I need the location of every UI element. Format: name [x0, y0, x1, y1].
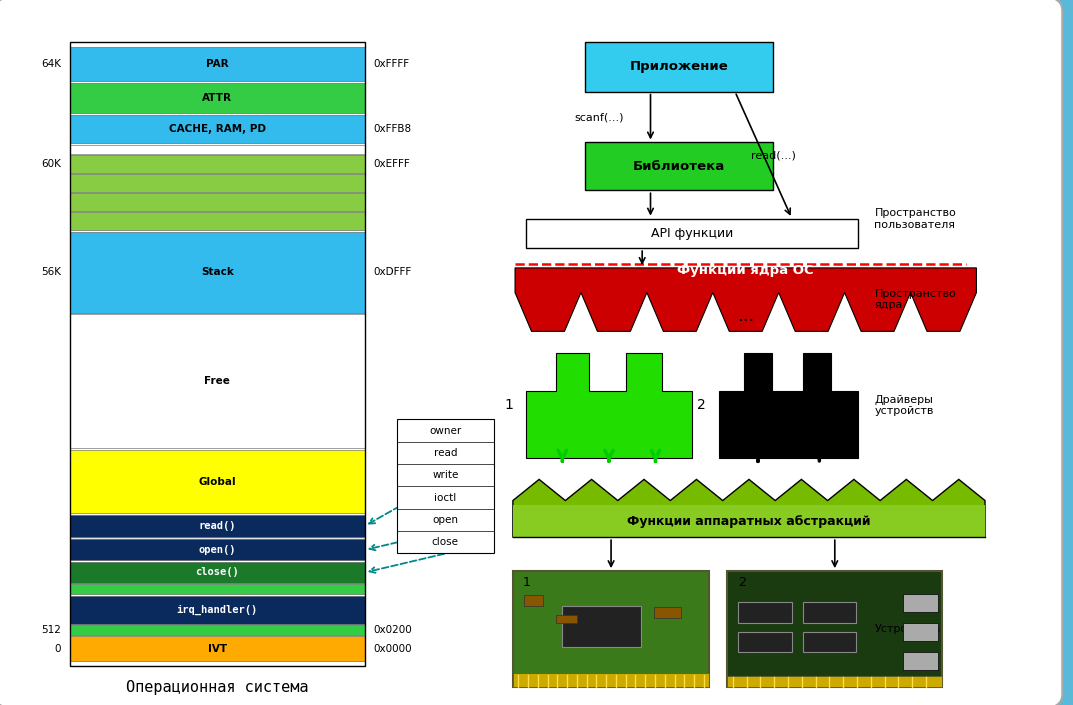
Text: 0x0200: 0x0200 — [373, 625, 412, 635]
Text: read: read — [433, 448, 457, 458]
Bar — [70, 625, 365, 634]
Bar — [903, 653, 938, 670]
Bar — [70, 42, 365, 666]
Polygon shape — [515, 268, 976, 331]
Text: IVT: IVT — [208, 644, 226, 654]
Bar — [70, 155, 365, 173]
Bar — [70, 539, 365, 560]
Bar — [397, 419, 494, 553]
Text: 2: 2 — [738, 576, 746, 589]
Text: 0xFFFF: 0xFFFF — [373, 59, 410, 69]
Text: scanf(...): scanf(...) — [574, 112, 623, 122]
Text: close: close — [431, 537, 459, 547]
Bar — [655, 607, 681, 618]
Text: Функции ядра ОС: Функции ядра ОС — [677, 264, 814, 277]
Bar — [513, 673, 709, 687]
Bar — [562, 606, 641, 646]
Text: read(...): read(...) — [751, 150, 796, 160]
Text: 0xFFB8: 0xFFB8 — [373, 124, 412, 134]
Text: 0x0000: 0x0000 — [373, 644, 412, 654]
Text: CACHE, RAM, PD: CACHE, RAM, PD — [168, 124, 266, 134]
Text: close(): close() — [195, 568, 239, 577]
Bar — [70, 83, 365, 113]
Text: Free: Free — [204, 376, 231, 386]
Text: write: write — [432, 470, 458, 480]
Bar — [524, 595, 543, 606]
Text: 64K: 64K — [41, 59, 61, 69]
Text: ...: ... — [737, 307, 754, 325]
Text: irq_handler(): irq_handler() — [177, 605, 258, 615]
Bar — [903, 623, 938, 641]
Bar — [803, 632, 856, 653]
Polygon shape — [526, 352, 692, 458]
Bar — [738, 603, 792, 623]
Bar — [738, 632, 792, 653]
Text: 2: 2 — [697, 398, 706, 412]
Bar — [70, 314, 365, 448]
Text: Пространство
пользователя: Пространство пользователя — [874, 209, 956, 230]
Bar — [70, 584, 365, 594]
Bar — [70, 515, 365, 537]
Bar — [513, 505, 985, 537]
Text: Операционная система: Операционная система — [126, 680, 309, 695]
Bar — [903, 594, 938, 612]
Text: Библиотека: Библиотека — [633, 160, 724, 173]
Text: 1: 1 — [523, 576, 530, 589]
Text: open(): open() — [199, 545, 236, 555]
Bar — [70, 47, 365, 81]
Bar — [70, 636, 365, 661]
Bar — [70, 115, 365, 143]
Bar — [556, 615, 577, 623]
Text: 60K: 60K — [41, 159, 61, 169]
Text: Global: Global — [199, 477, 236, 486]
Text: Пространство
ядра: Пространство ядра — [874, 289, 956, 310]
Bar — [70, 212, 365, 230]
Bar — [70, 174, 365, 192]
Text: read(): read() — [199, 521, 236, 531]
FancyBboxPatch shape — [585, 142, 773, 190]
Bar — [70, 145, 365, 154]
Bar — [727, 571, 942, 687]
Text: 0xDFFF: 0xDFFF — [373, 267, 412, 278]
Text: Драйверы
устройств: Драйверы устройств — [874, 395, 934, 416]
Text: ioctl: ioctl — [435, 493, 456, 503]
Text: API функции: API функции — [651, 227, 733, 240]
Text: ATTR: ATTR — [203, 93, 232, 103]
Text: 0: 0 — [55, 644, 61, 654]
Bar — [70, 596, 365, 624]
Polygon shape — [719, 352, 858, 458]
Bar — [526, 219, 858, 248]
Text: Устройства: Устройства — [874, 624, 941, 634]
Text: open: open — [432, 515, 458, 525]
Text: PAR: PAR — [206, 59, 229, 69]
Text: 512: 512 — [41, 625, 61, 635]
Text: Приложение: Приложение — [629, 61, 729, 73]
Bar — [70, 562, 365, 583]
Bar — [70, 193, 365, 211]
Bar — [727, 675, 942, 687]
Text: owner: owner — [429, 426, 461, 436]
Polygon shape — [513, 479, 985, 537]
Text: 56K: 56K — [41, 267, 61, 278]
Bar — [803, 603, 856, 623]
Bar — [70, 450, 365, 513]
Bar — [513, 571, 709, 687]
Text: 0xEFFF: 0xEFFF — [373, 159, 410, 169]
Text: 1: 1 — [504, 398, 513, 412]
Text: Stack: Stack — [201, 267, 234, 278]
Bar — [70, 232, 365, 313]
Text: Функции аппаратных абстракций: Функции аппаратных абстракций — [628, 515, 870, 527]
FancyBboxPatch shape — [585, 42, 773, 92]
